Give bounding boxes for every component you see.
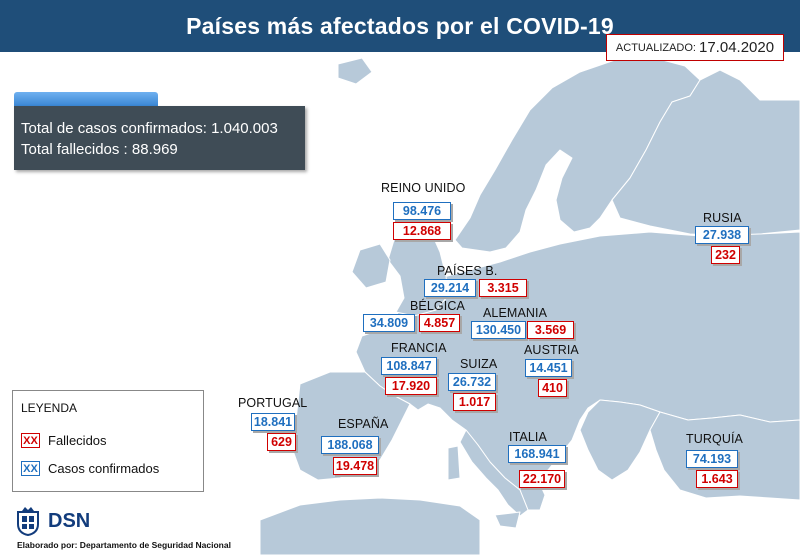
uk-cases-box: 98.476 [393,202,451,220]
totals-box: Total de casos confirmados: 1.040.003 To… [14,106,305,170]
uk-deaths-box: 12.868 [393,222,451,240]
country-name-turkey: TURQUÍA [686,432,743,446]
legend-cases-swatch: XX [21,461,40,476]
turkey-deaths-box: 1.643 [696,470,738,488]
coat-of-arms-icon [17,507,39,536]
legend-deaths-swatch: XX [21,433,40,448]
page-title: Países más afectados por el COVID-19 [186,12,614,39]
switzerland-cases-box: 26.732 [448,373,496,391]
italy-shape [459,429,529,517]
logo-text: DSN [48,509,91,532]
austria-cases-box: 14.451 [525,359,572,377]
credit-text: Elaborado por: Departamento de Seguridad… [17,540,231,550]
country-name-portugal: PORTUGAL [238,396,308,410]
dsn-logo: DSN [14,506,90,536]
germany-cases-box: 130.450 [471,321,526,339]
north-africa-shape [259,497,481,555]
country-name-germany: ALEMANIA [483,306,548,320]
country-name-belgium: BÉLGICA [410,299,465,313]
legend-title: LEYENDA [21,401,78,415]
updated-date-box: ACTUALIZADO: 17.04.2020 [606,34,784,61]
country-name-italy: ITALIA [509,430,547,444]
updated-date: 17.04.2020 [699,39,775,56]
svalbard-shape [337,57,373,85]
sicily-shape [494,511,521,529]
country-name-uk: REINO UNIDO [381,181,466,195]
mainland-europe-shape [355,231,800,511]
country-name-spain: ESPAÑA [338,417,389,431]
switzerland-deaths-box: 1.017 [453,393,496,411]
country-name-austria: AUSTRIA [524,343,579,357]
total-deaths-text: Total fallecidos : 88.969 [21,141,178,158]
russia-cases-box: 27.938 [695,226,749,244]
turkey-cases-box: 74.193 [686,450,738,468]
balkans-shape [579,399,661,481]
country-name-switzerland: SUIZA [460,357,498,371]
sardinia-shape [447,445,461,481]
updated-label: ACTUALIZADO: [615,41,696,54]
france-cases-box: 108.847 [381,357,437,375]
country-name-russia: RUSIA [703,211,742,225]
netherlands-deaths-box: 3.315 [479,279,527,297]
total-confirmed-text: Total de casos confirmados: 1.040.003 [21,120,278,137]
legend-row-cases: XX Casos confirmados [21,461,159,476]
netherlands-cases-box: 29.214 [424,279,476,297]
legend-cases-label: Casos confirmados [48,461,160,476]
belgium-deaths-box: 4.857 [419,314,460,332]
totals-box-tab [14,92,158,106]
italy-deaths-box: 22.170 [519,470,565,488]
legend-deaths-label: Fallecidos [48,433,107,448]
title-bar: Países más afectados por el COVID-19 [0,0,800,52]
spain-cases-box: 188.068 [321,436,379,454]
legend-row-deaths: XX Fallecidos [21,433,107,448]
belgium-cases-box: 34.809 [363,314,415,332]
portugal-deaths-box: 629 [267,433,296,451]
ireland-shape [351,243,391,289]
legend: LEYENDA XX Fallecidos XX Casos confirmad… [12,390,204,492]
country-name-france: FRANCIA [391,341,447,355]
austria-deaths-box: 410 [538,379,567,397]
finland-shape [611,69,800,237]
france-deaths-box: 17.920 [385,377,437,395]
italy-cases-box: 168.941 [508,445,566,463]
portugal-cases-box: 18.841 [251,413,295,431]
russia-deaths-box: 232 [711,246,740,264]
spain-deaths-box: 19.478 [333,457,377,475]
country-name-netherlands: PAÍSES B. [437,264,498,278]
germany-deaths-box: 3.569 [527,321,574,339]
